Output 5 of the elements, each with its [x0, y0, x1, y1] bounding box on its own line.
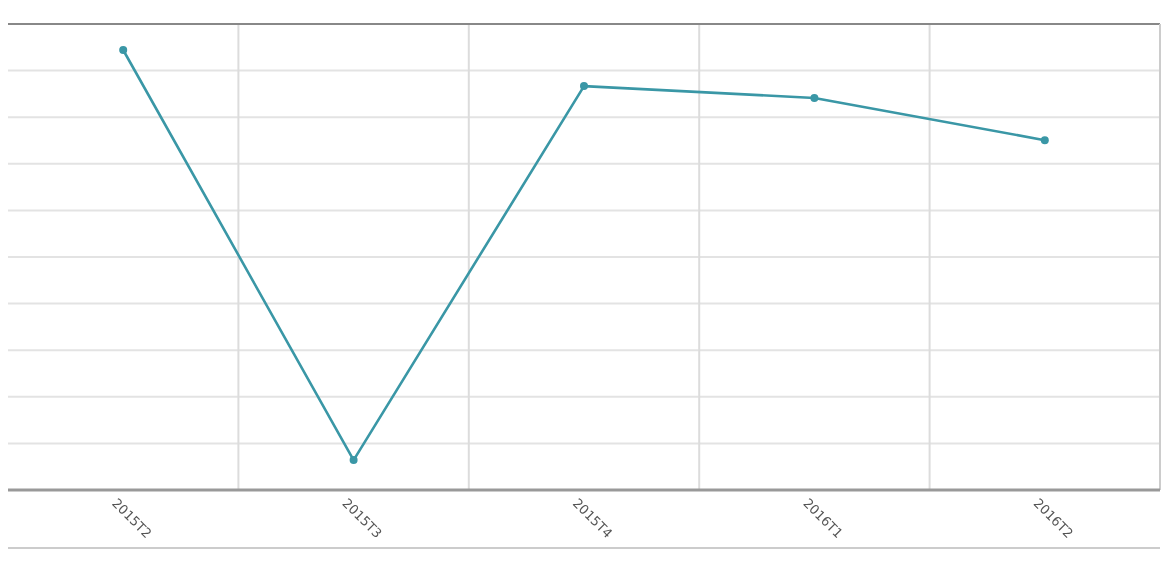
point [119, 46, 128, 54]
point [349, 456, 358, 465]
point [1040, 136, 1049, 145]
point [580, 82, 588, 91]
point [810, 93, 819, 102]
